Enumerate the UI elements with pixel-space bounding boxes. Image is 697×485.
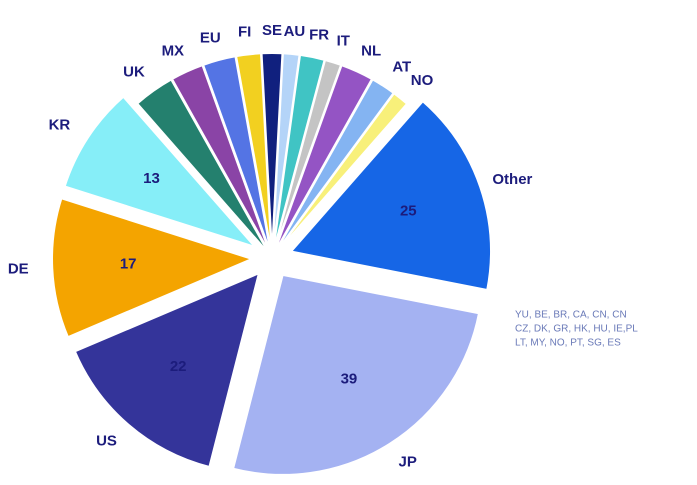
slice-label: JP (399, 454, 417, 471)
pie: Other 25 JP 39 US 22 DE 17 KR 13 UK MX EU FI SE AU FR IT N… (8, 22, 533, 476)
annotation: YU, BE, BR, CA, CN, CN (515, 310, 627, 321)
slice-label: AU (284, 23, 306, 40)
slice-label: FI (238, 23, 251, 40)
pie-slice (231, 273, 481, 476)
slice-label: NL (361, 42, 381, 59)
pie-slice (274, 91, 409, 255)
annotation: CZ, DK, GR, HK, HU, IE,PL (515, 324, 638, 335)
value-label: 17 (120, 256, 137, 273)
value-label: 13 (143, 170, 160, 187)
slice-label: DE (8, 260, 29, 277)
slice-label: UK (123, 64, 145, 81)
value-label: 25 (400, 202, 417, 219)
pie-slice (289, 99, 492, 292)
slice-label: Other (492, 171, 532, 188)
slice-label: NO (411, 72, 434, 89)
slice-label: US (96, 433, 117, 450)
slice-label: FR (309, 26, 329, 43)
slice-label: KR (49, 116, 71, 133)
annotation: LT, MY, NO, PT, SG, ES (515, 338, 621, 349)
slice-label: AT (392, 58, 411, 75)
pie-slice (73, 271, 261, 469)
slice-label: IT (337, 32, 350, 49)
pie-slice (51, 197, 255, 339)
pie-slice (63, 95, 259, 250)
slice-label: MX (162, 42, 185, 59)
value-label: 39 (341, 371, 358, 388)
slice-label: EU (200, 30, 221, 47)
slice-label: SE (262, 22, 282, 39)
value-label: 22 (170, 358, 187, 375)
